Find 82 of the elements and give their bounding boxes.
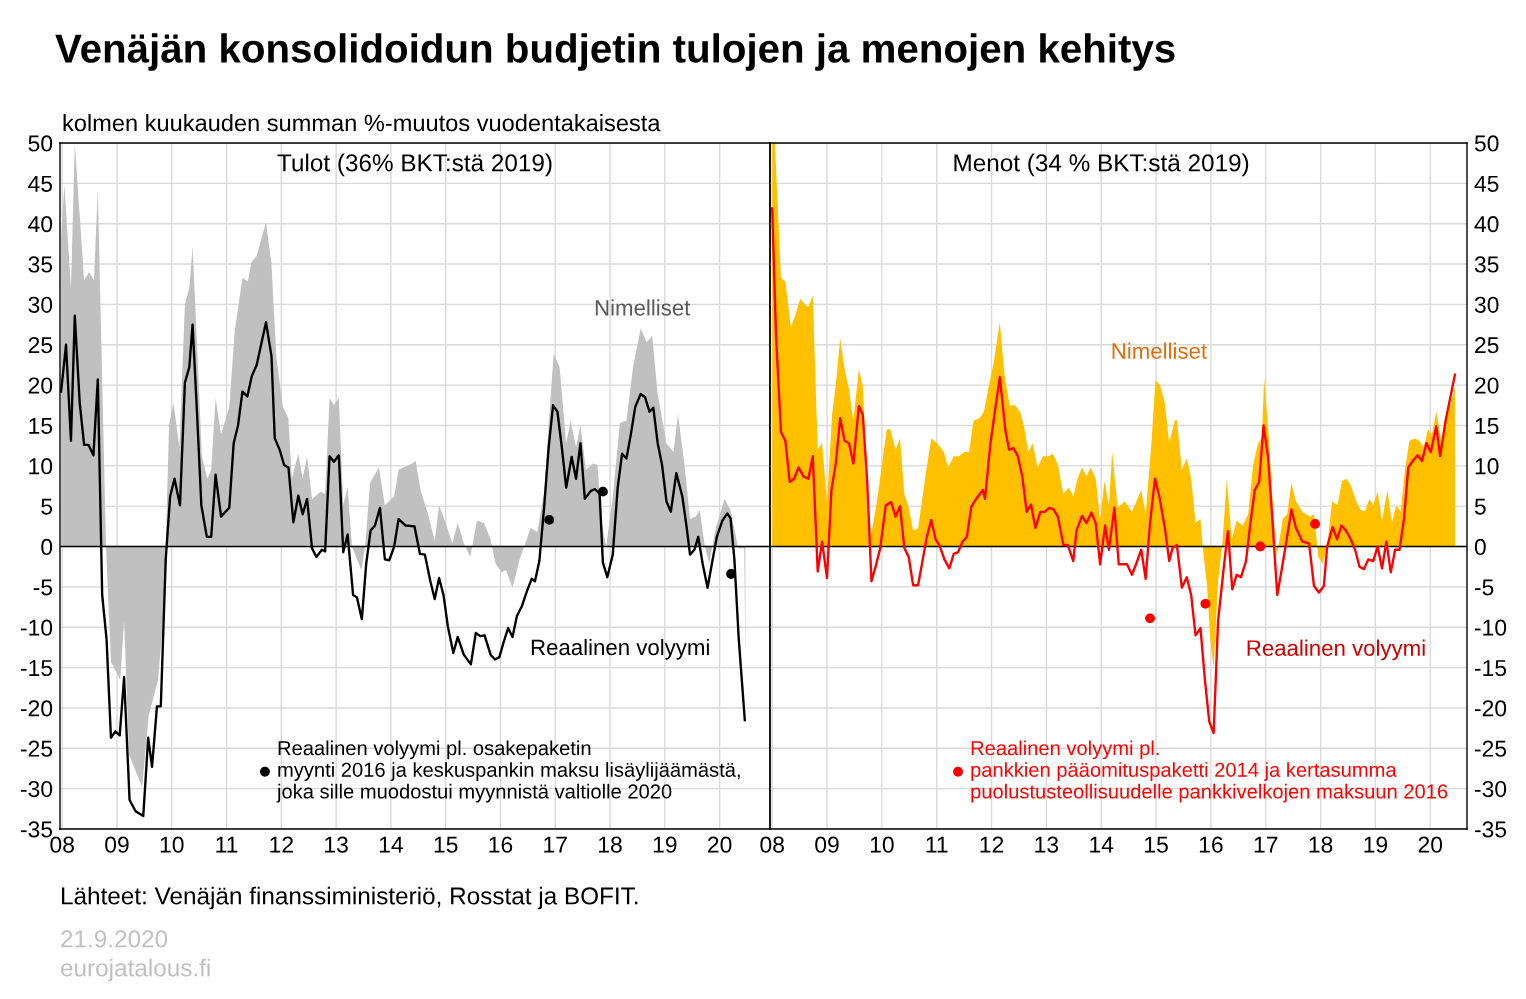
y-tick-label: 35: [28, 256, 53, 273]
x-tick-label: 14: [379, 836, 403, 853]
legend-label: Reaalinen volyymi pl. osakepaketin myynti 2016 ja keskuspankin maksu lisäylijäämästä, joka sille muodostui myynnistä valtiolle 2020: [276, 740, 740, 803]
series-label: Reaalinen volyymi: [531, 638, 709, 660]
x-tick-label: 14: [1090, 836, 1114, 853]
x-tick-label: 18: [1309, 836, 1333, 853]
y-tick-label: 20: [28, 377, 53, 394]
y-tick-label: 0: [1474, 538, 1486, 556]
x-tick-label: 11: [926, 836, 948, 853]
x-tick-label: 19: [653, 836, 677, 853]
text: 21.9.2020: [61, 930, 168, 948]
x-tick-label: 17: [1254, 836, 1278, 853]
annotation: Tulot (36% BKT:stä 2019): [277, 153, 552, 177]
point: [1255, 541, 1266, 552]
x-tick-label: 13: [325, 836, 348, 853]
y-tick-label: 10: [1475, 458, 1499, 475]
y-tick-label: 15: [1475, 418, 1499, 434]
x-tick-label: 18: [599, 836, 622, 853]
x-tick-label: 08: [760, 836, 784, 853]
y-tick-label: 20: [1475, 377, 1499, 394]
x-tick-label: 12: [980, 836, 1004, 853]
series-label: Nimelliset: [1112, 342, 1207, 359]
x-tick-label: 16: [489, 836, 513, 853]
y-tick-label: 40: [28, 216, 53, 233]
y-tick-label: -35: [20, 821, 53, 838]
y-tick-label: -15: [20, 660, 53, 677]
line-series: [771, 207, 1457, 735]
y-tick-label: -30: [1474, 780, 1507, 798]
y-tick-label: 10: [29, 458, 53, 475]
x-tick-label: 12: [270, 836, 293, 853]
y-tick-label: 30: [28, 296, 53, 313]
text: Lähteet: Venäjän finanssiministeriö, Rosstat ja BOFIT.: [61, 886, 638, 910]
y-tick-label: -25: [20, 740, 53, 757]
y-tick-label: -10: [20, 619, 53, 636]
annotation: Menot (34 % BKT:stä 2019): [954, 153, 1249, 177]
x-tick-label: 20: [708, 836, 732, 853]
legend-label: Reaalinen volyymi pl. pankkien pääomituspaketti 2014 ja kertasumma puolustusteollisuudelle pankkivelkojen maksuun 2016: [971, 740, 1448, 803]
x-tick-label: 13: [1035, 836, 1059, 853]
point: [1145, 613, 1155, 624]
x-tick-label: 19: [1364, 836, 1388, 853]
y-tick-label: -30: [20, 780, 53, 798]
y-tick-label: 15: [29, 418, 53, 434]
x-tick-label: 11: [216, 836, 238, 853]
x-tick-label: 17: [544, 836, 567, 853]
y-tick-label: -20: [1474, 700, 1507, 717]
y-tick-label: -25: [1474, 740, 1507, 757]
point: [1310, 519, 1321, 529]
text: eurojatalous.fi: [61, 958, 210, 982]
x-tick-label: 15: [1145, 836, 1168, 853]
x-tick-label: 09: [815, 836, 839, 853]
x-tick-label: 10: [160, 836, 184, 853]
y-tick-label: 25: [1475, 337, 1499, 354]
y-tick-label: 5: [1474, 498, 1486, 515]
chart-subtitle: kolmen kuukauden summan %-muutos vuodentakaisesta: [63, 114, 661, 132]
y-tick-label: -10: [1474, 619, 1507, 636]
point: [544, 514, 555, 525]
y-tick-label: 35: [1474, 256, 1499, 273]
y-tick-label: 45: [28, 175, 53, 192]
chart-title: Venäjän konsolidoidun budjetin tulojen ja menojen kehitys: [55, 33, 1175, 71]
y-tick-label: -5: [1474, 579, 1494, 596]
x-tick-label: 16: [1199, 836, 1223, 853]
y-tick-label: 50: [28, 135, 53, 152]
y-tick-label: 45: [1474, 175, 1499, 192]
point: [598, 486, 608, 497]
y-tick-label: -15: [1474, 660, 1507, 677]
y-tick-label: 0: [41, 538, 53, 556]
y-tick-label: -20: [20, 700, 53, 717]
x-tick-label: 09: [105, 836, 129, 853]
y-tick-label: 40: [1474, 216, 1499, 233]
y-tick-label: -35: [1474, 821, 1507, 838]
series-label: Reaalinen volyymi: [1247, 639, 1425, 661]
x-tick-label: 15: [434, 836, 458, 853]
y-tick-label: -5: [33, 579, 53, 596]
x-tick-label: 08: [50, 836, 74, 853]
y-tick-label: 30: [1474, 296, 1499, 313]
x-tick-label: 10: [870, 836, 894, 853]
y-tick-label: 50: [1474, 135, 1499, 152]
series-label: Nimelliset: [595, 299, 691, 316]
x-tick-label: 20: [1418, 836, 1443, 853]
y-tick-label: 5: [41, 498, 53, 515]
y-tick-label: 25: [28, 337, 53, 354]
point: [1200, 598, 1211, 609]
